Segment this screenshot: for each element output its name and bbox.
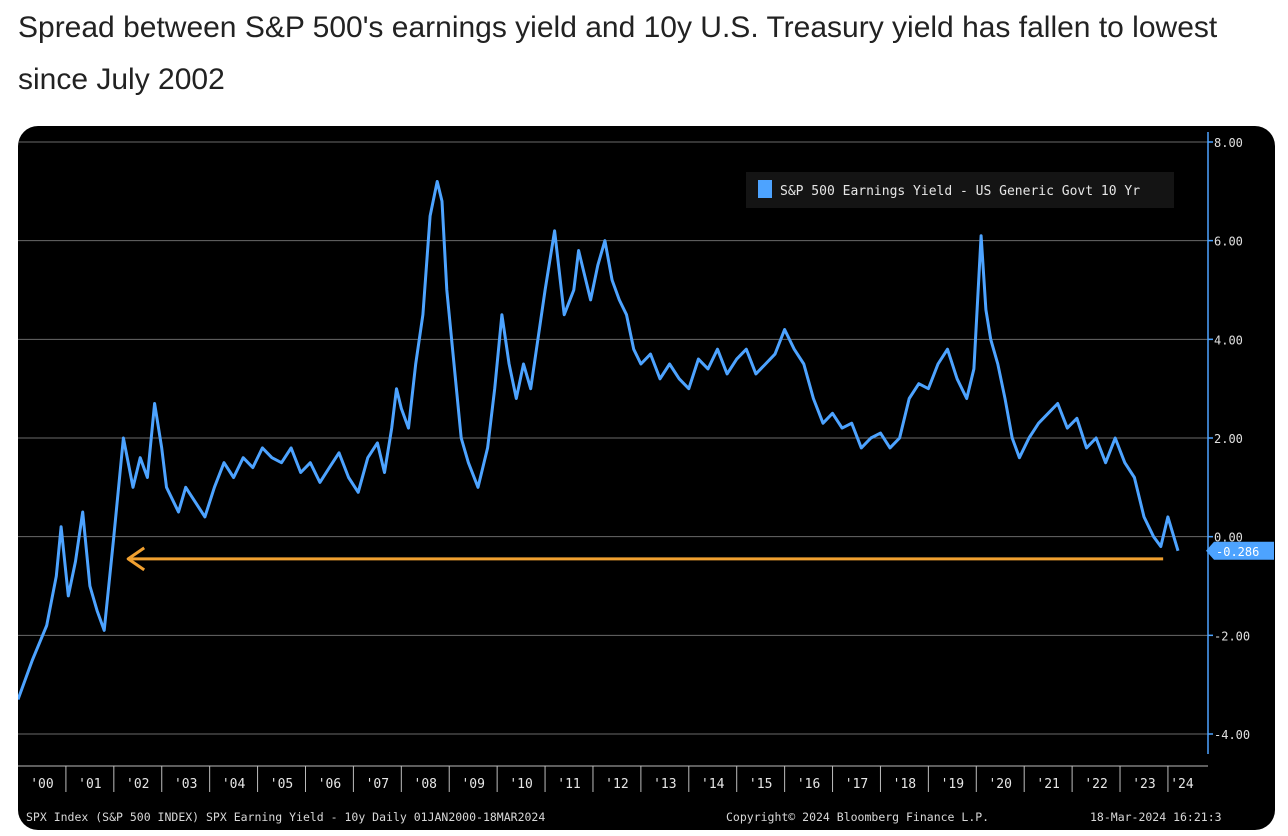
y-tick-label: 8.00 xyxy=(1214,136,1243,150)
x-tick-label: '12 xyxy=(605,777,628,792)
footer-timestamp: 18-Mar-2024 16:21:3 xyxy=(1090,810,1222,824)
x-tick-label: '04 xyxy=(222,777,246,792)
legend-swatch xyxy=(758,180,772,198)
x-tick-label: '17 xyxy=(845,777,868,792)
x-tick-label: '03 xyxy=(174,777,197,792)
x-tick-label: '21 xyxy=(1036,777,1059,792)
series-line-earnings-yield-spread xyxy=(18,180,1180,701)
x-tick-label: '10 xyxy=(509,777,532,792)
x-tick-label: '23 xyxy=(1132,777,1155,792)
x-tick-label: '07 xyxy=(366,777,389,792)
legend-label: S&P 500 Earnings Yield - US Generic Govt… xyxy=(780,184,1140,199)
footer-source: SPX Index (S&P 500 INDEX) SPX Earning Yi… xyxy=(26,810,546,824)
grid-lines xyxy=(18,141,1208,735)
y-tick-label: 6.00 xyxy=(1214,235,1243,249)
x-tick-label: '20 xyxy=(988,777,1011,792)
x-tick-label: '05 xyxy=(270,777,293,792)
y-tick-label: -4.00 xyxy=(1214,728,1250,742)
x-tick-label: '11 xyxy=(557,777,580,792)
legend-box xyxy=(746,172,1174,208)
headline: Spread between S&P 500's earnings yield … xyxy=(18,11,1218,96)
y-tick-label: 0.00 xyxy=(1214,531,1243,545)
y-tick-label: 4.00 xyxy=(1214,333,1243,347)
earnings-yield-spread-chart: 8.00 6.00 4.00 2.00 0.00 -2.00 -4.00 '00 '01 '02… xyxy=(18,132,1274,792)
x-tick-label: '16 xyxy=(797,777,820,792)
x-tick-label: '01 xyxy=(78,777,101,792)
legend: S&P 500 Earnings Yield - US Generic Govt… xyxy=(746,172,1174,208)
series-layer xyxy=(18,180,1180,701)
y-axis: 8.00 6.00 4.00 2.00 0.00 -2.00 -4.00 xyxy=(1207,132,1250,754)
x-tick-label: '19 xyxy=(941,777,964,792)
x-tick-label: '14 xyxy=(701,777,725,792)
x-tick-label: '22 xyxy=(1084,777,1107,792)
y-tick-label: -2.00 xyxy=(1214,629,1250,643)
x-tick-label: '18 xyxy=(893,777,916,792)
x-tick-label: '00 xyxy=(30,777,53,792)
chart-panel: 8.00 6.00 4.00 2.00 0.00 -2.00 -4.00 '00 '01 '02… xyxy=(18,126,1275,830)
x-tick-label: '02 xyxy=(126,777,149,792)
x-tick-label: '13 xyxy=(653,777,676,792)
x-tick-label: '09 xyxy=(461,777,484,792)
last-value-marker xyxy=(1206,541,1274,560)
x-tick-label: '08 xyxy=(414,777,437,792)
footer-copyright: Copyright© 2024 Bloomberg Finance L.P. xyxy=(726,810,990,824)
x-tick-label: '06 xyxy=(318,777,341,792)
last-value-label: -0.286 xyxy=(1216,545,1259,559)
x-tick-label: '24 xyxy=(1170,777,1194,792)
x-tick-label: '15 xyxy=(749,777,772,792)
y-tick-label: 2.00 xyxy=(1214,432,1243,446)
annotation-arrow-head xyxy=(126,546,146,572)
x-axis: '00 '01 '02 '03 '04 '05 '06 '07 '08 '09 '10 '11 '12 '… xyxy=(18,765,1208,792)
annotation-layer: -0.286 xyxy=(126,541,1274,572)
